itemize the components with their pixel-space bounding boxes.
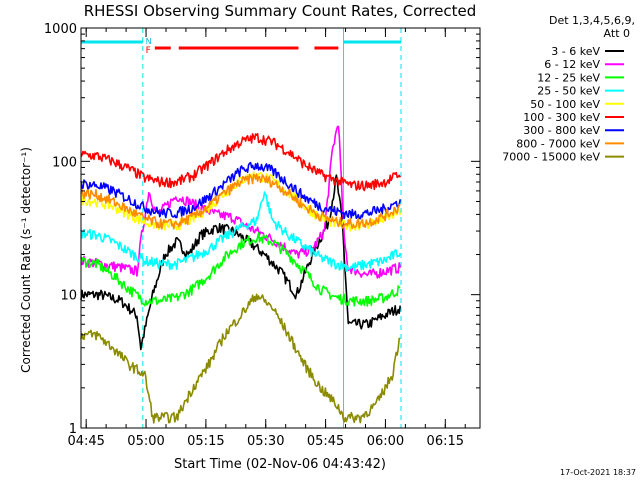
x-tick-label: 05:45 [307,434,344,449]
x-tick-label: 05:00 [127,434,164,449]
legend-label: 300 - 800 keV [523,124,600,137]
x-tick-label: 05:15 [187,434,224,449]
y-tick-label: 1 [69,422,77,437]
plot-frame [80,27,481,429]
x-axis-label: Start Time (02-Nov-06 04:43:42) [174,457,386,472]
series-line-6-12-kev [80,125,401,279]
series-line-25-50-kev [80,191,401,273]
y-axis-label: Corrected Count Rate (s⁻¹ detector⁻¹) [19,147,33,373]
series-line-50-100-kev [80,171,401,232]
flag-label-n: N [146,37,152,46]
legend-label: 25 - 50 keV [537,85,600,98]
legend-label: 12 - 25 keV [537,71,600,84]
series-line-7000-15000-kev [80,293,401,424]
x-tick-label: 05:30 [247,434,284,449]
chart-title: RHESSI Observing Summary Count Rates, Co… [84,2,477,20]
series-line-800-7000-kev [80,173,401,230]
legend-label: 50 - 100 keV [530,98,600,111]
x-tick-label: 06:15 [427,434,464,449]
series-line-100-300-kev [80,133,401,192]
legend-label: 100 - 300 keV [523,111,600,124]
legend-header: Att 0 [604,27,630,40]
legend-label: 7000 - 15000 keV [502,151,600,164]
series-line-3-6-kev [80,174,401,351]
axes: 1 10 100 1000 04:45 05:00 05:15 05:30 05:45 06:00… [44,22,481,449]
timestamp: 17-Oct-2021 18:37 [560,468,636,477]
legend-label: 3 - 6 keV [551,45,600,58]
y-tick-label: 100 [52,155,77,170]
x-tick-label: 06:00 [367,434,404,449]
flag-label-f: F [146,46,151,56]
flag-bars: NF [81,37,401,56]
legend-label: 6 - 12 keV [544,58,600,71]
series-lines [80,125,401,424]
legend-label: 800 - 7000 keV [516,137,600,150]
x-tick-label: 04:45 [67,434,104,449]
series-line-12-25-kev [80,232,401,307]
legend-header: Det 1,3,4,5,6,9, [549,14,635,27]
series-line-300-800-kev [80,161,401,220]
y-tick-label: 1000 [44,22,77,37]
y-tick-label: 10 [60,289,77,304]
